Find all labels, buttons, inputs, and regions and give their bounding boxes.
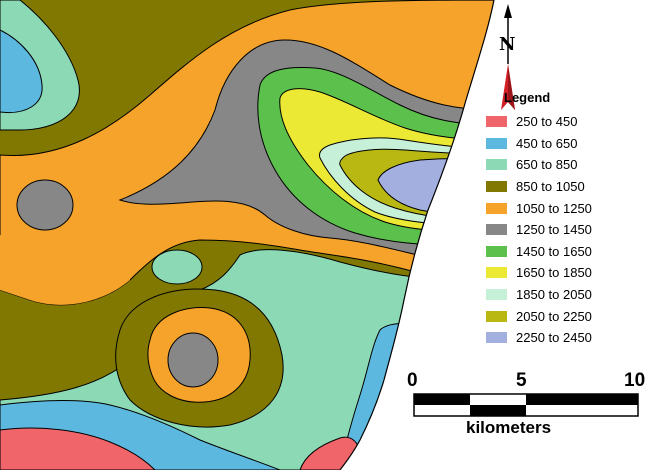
legend-swatch: [486, 202, 507, 214]
zone-250-450-sw: [0, 427, 157, 470]
legend-item: 450 to 650: [486, 133, 636, 155]
scale-tick-0: 0: [407, 370, 418, 391]
legend-item: 1450 to 1650: [486, 241, 636, 263]
north-arrow-icon: [501, 4, 515, 110]
scale-unit-label: kilometers: [466, 418, 552, 437]
legend-label: 1850 to 2050: [516, 287, 592, 303]
legend-title: Legend: [504, 90, 551, 105]
legend-swatch: [486, 116, 507, 128]
legend-item: 1850 to 2050: [486, 284, 636, 306]
legend-item: 2050 to 2250: [486, 305, 636, 327]
north-arrow: N: [493, 4, 523, 112]
coastline: [339, 0, 495, 470]
legend: Legend 250 to 450 450 to 650 650 to 850 850…: [486, 90, 636, 349]
legend-label: 1250 to 1450: [516, 222, 592, 238]
legend-list: 250 to 450 450 to 650 650 to 850 850 to 105…: [486, 111, 636, 349]
legend-item: 2250 to 2450: [486, 327, 636, 349]
scale-tick-10: 10: [624, 370, 646, 391]
legend-label: 450 to 650: [516, 135, 578, 151]
legend-swatch: [486, 332, 507, 344]
legend-item: 250 to 450: [486, 111, 636, 133]
legend-swatch: [486, 245, 507, 257]
legend-swatch: [486, 224, 507, 236]
legend-label: 2050 to 2250: [516, 308, 592, 324]
legend-item: 850 to 1050: [486, 176, 636, 198]
legend-swatch: [486, 181, 507, 193]
zone-1250-1450-south: [167, 332, 219, 388]
legend-swatch: [486, 289, 507, 301]
legend-label: 1450 to 1650: [516, 243, 592, 259]
legend-label: 1050 to 1250: [516, 200, 592, 216]
legend-label: 2250 to 2450: [516, 330, 592, 346]
legend-item: 650 to 850: [486, 154, 636, 176]
zone-450-650-nw: [0, 29, 43, 114]
zone-1250-1450-west: [16, 179, 74, 231]
legend-swatch: [486, 159, 507, 171]
legend-swatch: [486, 310, 507, 322]
legend-item: 1250 to 1450: [486, 219, 636, 241]
legend-swatch: [486, 267, 507, 279]
scale-bar: 0 5 10 kilometers: [404, 370, 646, 440]
scale-tick-5: 5: [516, 370, 527, 391]
legend-swatch: [486, 137, 507, 149]
north-letter: N: [499, 34, 516, 55]
zone-1050-1250-lower: [0, 235, 130, 305]
legend-label: 250 to 450: [516, 114, 578, 130]
legend-item: 1050 to 1250: [486, 197, 636, 219]
legend-label: 850 to 1050: [516, 179, 585, 195]
legend-label: 650 to 850: [516, 157, 578, 173]
scale-bar-graphic: [413, 393, 639, 417]
zone-650-850-island: [151, 249, 203, 285]
legend-item: 1650 to 1850: [486, 262, 636, 284]
legend-label: 1650 to 1850: [516, 265, 592, 281]
